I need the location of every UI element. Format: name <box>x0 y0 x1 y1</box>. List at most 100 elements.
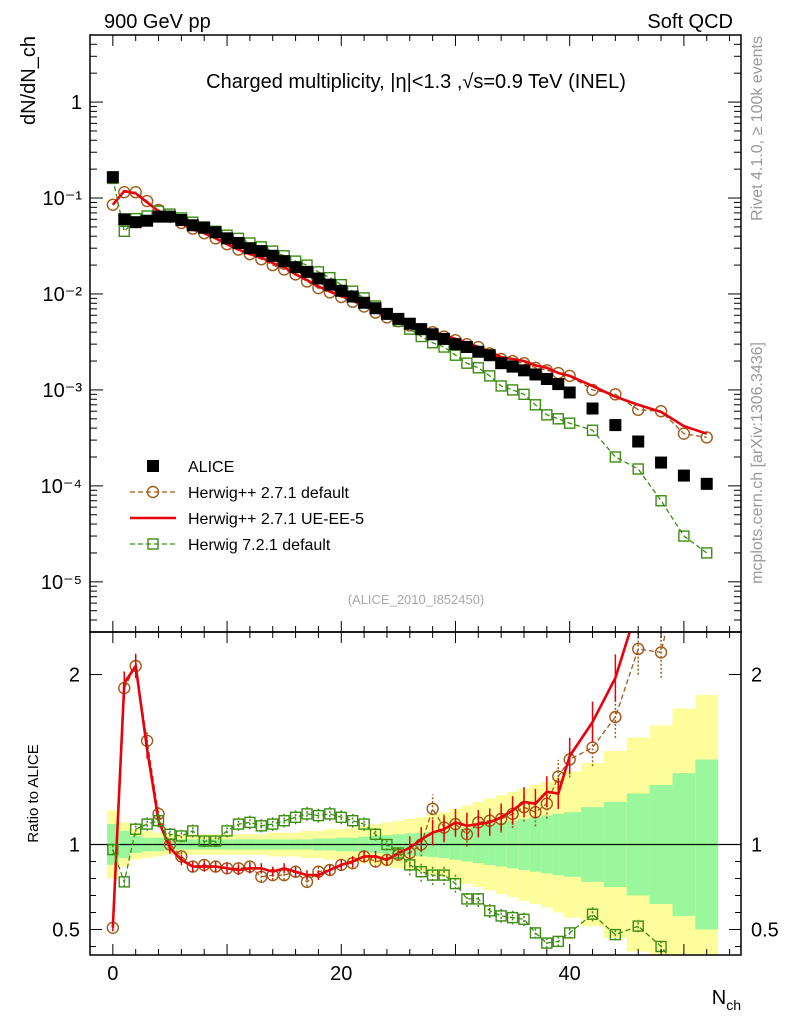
ratio-y-tick-label: 0.5 <box>52 920 80 942</box>
data-point <box>552 378 565 391</box>
data-point <box>403 317 416 330</box>
data-point <box>655 495 667 507</box>
x-label-sub: ch <box>726 997 741 1013</box>
ratio-point <box>198 835 210 847</box>
ratio-y-axis-label: Ratio to ALICE <box>25 744 42 842</box>
ratio-y-tick-label-right: 2 <box>751 665 762 687</box>
data-point <box>540 372 553 385</box>
ratio-point <box>369 828 382 840</box>
ratio-point <box>609 710 622 724</box>
ratio-point <box>358 818 370 830</box>
data-point <box>472 345 485 358</box>
ratio-point <box>506 911 519 924</box>
ratio-point <box>586 908 599 920</box>
ratio-point <box>187 825 199 837</box>
ratio-point <box>404 859 416 871</box>
ratio-point <box>209 835 222 847</box>
data-point <box>175 214 188 227</box>
main-y-tick-label: 10⁻⁵ <box>41 572 82 594</box>
ratio-series-line <box>112 813 669 955</box>
x-label-main: N <box>712 987 726 1009</box>
legend-label: Herwig++ 2.7.1 default <box>188 485 350 502</box>
main-y-tick-label: 1 <box>71 92 82 114</box>
ratio-point <box>267 818 279 830</box>
analysis-id: (ALICE_2010_I852450) <box>348 592 485 607</box>
ratio-point <box>552 935 564 948</box>
data-point <box>563 386 576 399</box>
ratio-point <box>301 808 313 820</box>
data-point <box>118 225 130 237</box>
ratio-point <box>654 646 668 659</box>
ratio-point <box>221 825 233 837</box>
data-point <box>529 368 542 381</box>
ratio-point <box>426 802 439 815</box>
data-point <box>563 417 576 429</box>
ratio-point <box>244 816 256 829</box>
data-point <box>221 232 234 245</box>
ratio-point <box>289 865 302 878</box>
data-point <box>518 388 530 401</box>
legend-marker <box>146 485 160 499</box>
data-point <box>129 216 142 229</box>
main-y-tick-label: 10⁻³ <box>43 380 83 402</box>
ratio-x-tick-label: 0 <box>107 963 118 985</box>
data-point <box>586 424 599 436</box>
data-point <box>449 349 462 361</box>
data-point <box>700 477 713 490</box>
data-point <box>369 302 382 315</box>
ratio-point <box>415 866 427 878</box>
header-left: 900 GeV pp <box>104 11 211 33</box>
data-point <box>232 236 245 249</box>
ratio-point <box>255 820 268 832</box>
data-point <box>346 290 359 303</box>
ratio-point <box>346 815 359 827</box>
data-point <box>677 427 691 440</box>
main-y-axis-label: dN/dN_ch <box>18 36 40 125</box>
ratio-point <box>678 545 689 556</box>
ratio-frame <box>89 631 742 956</box>
ratio-point <box>392 847 405 859</box>
data-point <box>198 221 211 234</box>
ratio-point <box>495 910 507 922</box>
data-point <box>678 530 690 542</box>
ratio-point <box>323 863 337 877</box>
ratio-point <box>632 920 644 932</box>
data-point <box>495 380 507 392</box>
data-point <box>163 210 176 223</box>
data-point <box>700 431 713 444</box>
data-point <box>677 469 690 482</box>
overlay: 900 GeV pp Soft QCD Rivet 4.1.0, ≥ 100k … <box>104 11 766 607</box>
data-point <box>186 219 199 232</box>
ratio-point <box>472 893 485 905</box>
ratio-x-tick-label: 40 <box>559 963 581 985</box>
ratio-point <box>679 970 689 980</box>
ratio-panel: 0 20 40 0.5 0.5 1 1 2 2 Ratio to ALICE Nch <box>25 545 779 1013</box>
data-point <box>141 214 154 227</box>
ratio-point <box>632 642 645 656</box>
ratio-point <box>449 877 462 890</box>
data-point <box>426 328 439 341</box>
data-point <box>301 265 313 278</box>
data-point <box>495 357 508 370</box>
data-point <box>289 261 302 274</box>
ratio-point <box>586 741 599 754</box>
ratio-point <box>609 928 622 941</box>
ratio-point <box>129 823 142 835</box>
data-point <box>243 242 256 255</box>
ratio-point <box>438 869 450 881</box>
data-point <box>701 547 713 559</box>
ratio-point <box>164 828 176 840</box>
ratio-point <box>426 869 439 881</box>
side-label-bottom: mcplots.cern.ch [arXiv:1306.3436] <box>749 342 766 584</box>
data-point <box>152 210 165 223</box>
data-point <box>472 362 485 374</box>
data-point <box>438 332 451 345</box>
legend-label: Herwig 7.2.1 default <box>188 537 331 554</box>
data-point <box>518 364 530 377</box>
ratio-x-tick-label: 20 <box>330 963 352 985</box>
data-point <box>655 456 668 469</box>
data-point <box>118 213 131 226</box>
ratio-point <box>702 977 712 987</box>
data-point <box>380 307 393 320</box>
